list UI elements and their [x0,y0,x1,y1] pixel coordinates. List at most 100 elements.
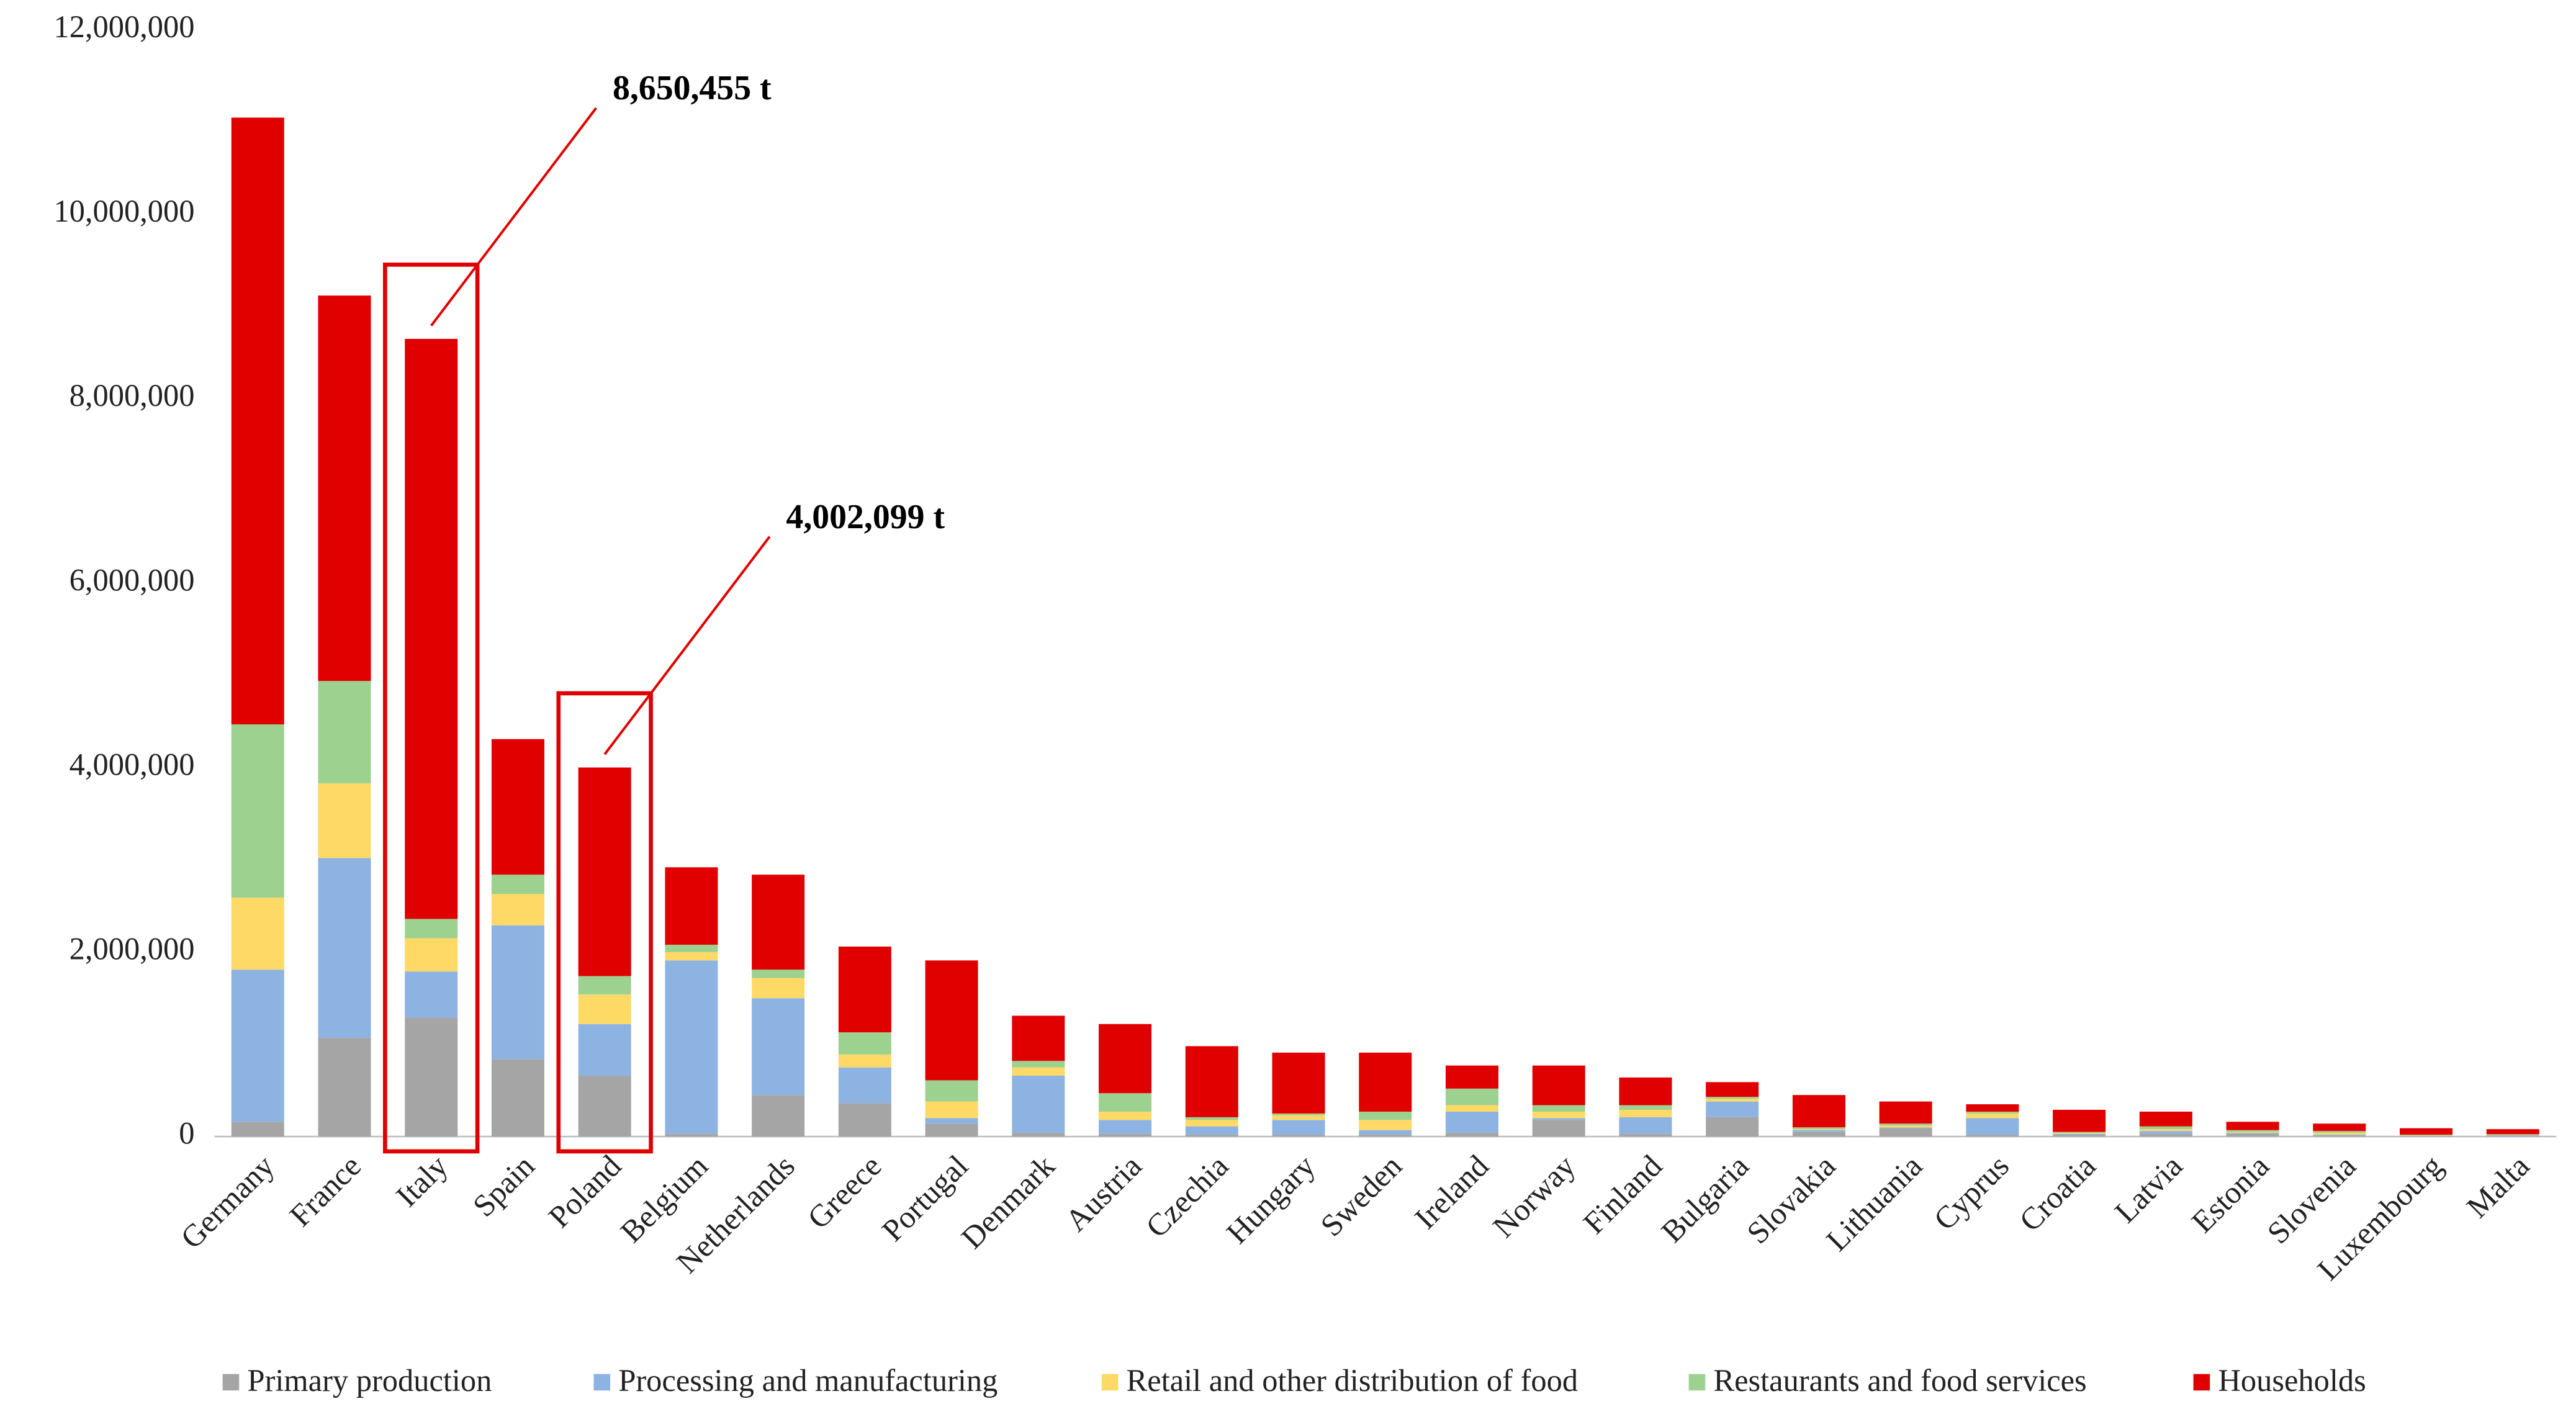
bar-segment [1879,1128,1932,1137]
bar-segment [1706,1117,1759,1137]
bar-segment [491,875,544,894]
bar-segment [1445,1111,1498,1133]
bar-segment [752,998,805,1096]
bar-segment [1619,1078,1672,1105]
legend-swatch [593,1374,611,1391]
bar-segment [2053,1133,2106,1135]
legend-label: Households [2218,1363,2366,1398]
bar-segment [665,952,718,961]
bar-segment [1272,1135,1325,1137]
legend-swatch [2193,1374,2210,1391]
bar-segment [405,938,458,972]
bar-segment [1879,1123,1932,1126]
bar-segment [405,1017,458,1137]
x-tick-label: Cyprus [1927,1148,2015,1237]
bar-segment [2226,1132,2279,1133]
bar-segment [838,1103,891,1137]
bar-segment [2400,1135,2453,1136]
bar-segment [231,117,284,725]
x-tick-label: France [283,1148,368,1233]
bar-segment [2226,1130,2279,1132]
bar-segment [231,1122,284,1137]
bar-segment [1706,1082,1759,1097]
legend-label: Processing and manufacturing [618,1363,998,1398]
bar-segment [578,994,631,1024]
bar-segment [1966,1104,2019,1112]
bar-segment [1445,1088,1498,1105]
bar-segment [1185,1046,1238,1117]
bar-segment [231,724,284,898]
bar-segment [1879,1127,1932,1128]
bar-segment [2053,1109,2106,1132]
bar-segment [318,1038,371,1137]
bar-segment [838,1032,891,1055]
bar-segment [1012,1061,1065,1068]
x-tick-label: Malta [2460,1148,2536,1225]
bar-segment [1185,1126,1238,1135]
bar-segment [1532,1118,1585,1120]
x-tick-label: Czechia [1139,1148,1235,1244]
bar-segment [231,970,284,1122]
bar-segment [2139,1131,2192,1134]
annotation-line [603,536,771,755]
bar-segment [1792,1132,1845,1137]
bar-segment [838,1054,891,1068]
bar-segment [1099,1024,1152,1094]
bar-segment [665,867,718,945]
legend-swatch [1101,1374,1119,1391]
bar-segment [2226,1122,2279,1130]
bar-segment [1185,1117,1238,1120]
x-tick-label: Hungary [1220,1148,1322,1250]
bar-segment [925,1123,978,1137]
y-tick-label: 8,000,000 [70,378,195,413]
bar-segment [752,970,805,978]
bar-segment [1012,1076,1065,1133]
bar-segment [1792,1130,1845,1132]
bar-segment [1532,1065,1585,1105]
bar-segment [318,858,371,1038]
bar-segment [578,1076,631,1137]
bar-segment [1706,1099,1759,1102]
bar-segment [752,875,805,970]
x-tick-label: Sweden [1313,1148,1408,1243]
bar-segment [1359,1135,1412,1137]
bar-segment [1619,1117,1672,1134]
bar-segment [1619,1109,1672,1117]
bar-segment [1272,1115,1325,1120]
bar-segment [2486,1129,2539,1135]
bar-segment [925,960,978,1081]
bar-segment [1706,1097,1759,1099]
bar-segment [925,1118,978,1124]
bar-segment [1012,1067,1065,1076]
bar-segment [1532,1111,1585,1118]
bar-segment [665,960,718,1134]
bar-segment [1619,1105,1672,1110]
bar-segment [2053,1132,2106,1133]
bar-segment [318,783,371,858]
x-tick-label: Croatia [2012,1148,2102,1238]
bar-segment [1966,1135,2019,1137]
bar-segment [1272,1113,1325,1115]
bar-segment [1012,1015,1065,1061]
highlight-box [383,263,480,1154]
annotation-line [430,107,597,326]
bar-segment [2139,1129,2192,1132]
y-tick-label: 2,000,000 [70,932,195,966]
bar-segment [2139,1133,2192,1137]
bar-segment [2313,1131,2366,1133]
x-tick-label: Norway [1486,1148,1582,1244]
bar-segment [925,1080,978,1102]
bar-segment [2139,1126,2192,1130]
legend-label: Retail and other distribution of food [1127,1363,1578,1398]
bar-segment [838,947,891,1033]
bar-segment [1099,1120,1152,1134]
bar-segment [838,1067,891,1104]
bar-segment [1445,1065,1498,1089]
bar-segment [752,978,805,999]
annotation: 8,650,455 t [613,69,772,107]
bar-segment [2400,1128,2453,1135]
bar-segment [1966,1113,2019,1118]
y-tick-label: 6,000,000 [70,562,195,597]
bar-segment [1272,1120,1325,1135]
bar-segment [1445,1133,1498,1137]
